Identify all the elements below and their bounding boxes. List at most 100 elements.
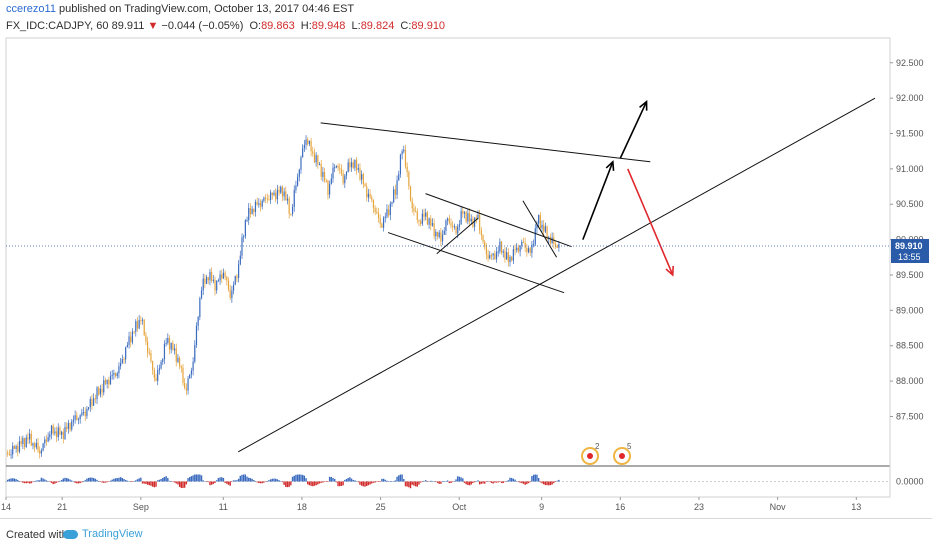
candle-body — [354, 159, 356, 168]
candle-body — [548, 237, 550, 239]
candle-body — [263, 197, 265, 201]
indicator-bar — [391, 481, 393, 482]
candle-body — [197, 317, 199, 326]
indicator-bar — [537, 477, 540, 482]
candle-body — [160, 361, 162, 369]
candle-body — [359, 168, 361, 180]
low-label: L: — [351, 20, 361, 32]
indicator-bar — [526, 481, 528, 485]
candle-body — [347, 162, 349, 173]
candle-body — [44, 439, 46, 444]
candle-body — [423, 213, 425, 217]
candle-body — [148, 352, 150, 354]
x-tick-label: Oct — [452, 502, 467, 512]
candle-body — [396, 180, 398, 195]
candles-layer — [6, 135, 560, 461]
indicator-bar — [320, 481, 322, 483]
candle-body — [152, 361, 154, 370]
candle-body — [76, 415, 78, 421]
author-link[interactable]: ccerezo11 — [6, 3, 56, 15]
indicator-bar — [116, 478, 118, 482]
indicator-bar — [111, 479, 113, 482]
candle-body — [310, 140, 312, 152]
close-label: C: — [400, 20, 412, 32]
indicator-bar — [128, 481, 130, 482]
indicator-bar — [298, 474, 300, 482]
candle-body — [302, 148, 304, 158]
candle-body — [318, 164, 321, 166]
candle-body — [536, 223, 538, 229]
indicator-bar — [457, 476, 459, 482]
indicator-bar — [342, 481, 344, 486]
indicator-bar — [374, 481, 376, 483]
candle-body — [467, 213, 469, 222]
candle-body — [312, 151, 314, 154]
candle-body — [141, 319, 144, 321]
indicator-bar — [241, 474, 243, 482]
indicator-bar — [502, 481, 504, 484]
bull-arrow-head — [639, 100, 648, 111]
candle-body — [125, 347, 127, 360]
candle-body — [280, 186, 282, 193]
y-tick-label: 88.000 — [896, 376, 924, 386]
candle-body — [421, 213, 423, 224]
candle-body — [150, 353, 152, 362]
indicator-bar — [379, 481, 381, 482]
candle-body — [96, 387, 98, 400]
indicator-bar — [170, 481, 172, 482]
indicator-bar — [86, 478, 88, 482]
last-price-badge — [891, 238, 929, 263]
candle-body — [248, 207, 250, 221]
candle-body — [320, 164, 322, 177]
cloud-icon — [63, 529, 78, 539]
candle-body — [17, 446, 19, 452]
indicator-bar — [180, 481, 183, 488]
candle-body — [495, 251, 498, 260]
indicator-bar — [296, 474, 299, 482]
candle-body — [214, 279, 216, 291]
indicator-bar — [60, 480, 63, 482]
symbol-label[interactable]: FX_IDC:CADJPY, 60 — [6, 20, 109, 32]
indicator-bar — [367, 481, 370, 486]
indicator-bar — [187, 478, 189, 482]
candle-body — [532, 244, 535, 246]
candle-body — [168, 337, 171, 350]
low-value: 89.824 — [360, 20, 395, 32]
candle-body — [468, 213, 471, 222]
candle-body — [447, 218, 449, 221]
candle-body — [431, 223, 434, 226]
candle-body — [285, 191, 287, 201]
candle-body — [411, 200, 413, 209]
indicator-bar — [462, 478, 464, 482]
candle-body — [57, 427, 59, 438]
indicator-bar — [197, 474, 199, 482]
candle-body — [212, 279, 214, 281]
indicator-bar — [401, 474, 403, 482]
candle-body — [276, 189, 278, 200]
drawings-layer[interactable] — [237, 97, 876, 453]
candle-body — [430, 218, 432, 226]
candle-body — [398, 174, 400, 181]
candle-body — [194, 345, 196, 362]
indicator-bar — [283, 481, 285, 485]
indicator-bar — [494, 481, 496, 483]
indicator-bar — [413, 481, 415, 486]
candle-body — [381, 223, 383, 228]
candle-body — [182, 367, 184, 384]
candle-body — [52, 425, 54, 434]
indicator-bar — [143, 481, 145, 484]
indicator-bar — [325, 481, 327, 482]
candle-body — [350, 162, 353, 168]
close-value: 89.910 — [411, 20, 446, 32]
indicator-bar — [408, 481, 410, 488]
indicator-bar — [371, 481, 373, 484]
indicator-bar — [352, 479, 354, 482]
indicator-bar — [409, 481, 412, 489]
candle-body — [244, 220, 246, 237]
tradingview-logo[interactable]: TradingView — [63, 528, 143, 540]
candle-body — [259, 203, 262, 207]
indicator-bar — [264, 481, 267, 482]
open-label: O: — [249, 20, 262, 32]
